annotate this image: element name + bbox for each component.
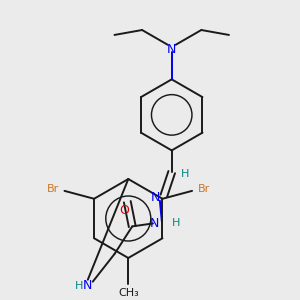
Text: CH₃: CH₃	[118, 287, 139, 298]
Text: N: N	[83, 279, 92, 292]
Text: H: H	[181, 169, 190, 179]
Text: N: N	[151, 191, 160, 204]
Text: O: O	[119, 204, 129, 217]
Text: Br: Br	[198, 184, 210, 194]
Text: Br: Br	[46, 184, 59, 194]
Text: H: H	[172, 218, 180, 228]
Text: N: N	[149, 217, 159, 230]
Text: H: H	[75, 280, 83, 291]
Text: N: N	[167, 43, 176, 56]
